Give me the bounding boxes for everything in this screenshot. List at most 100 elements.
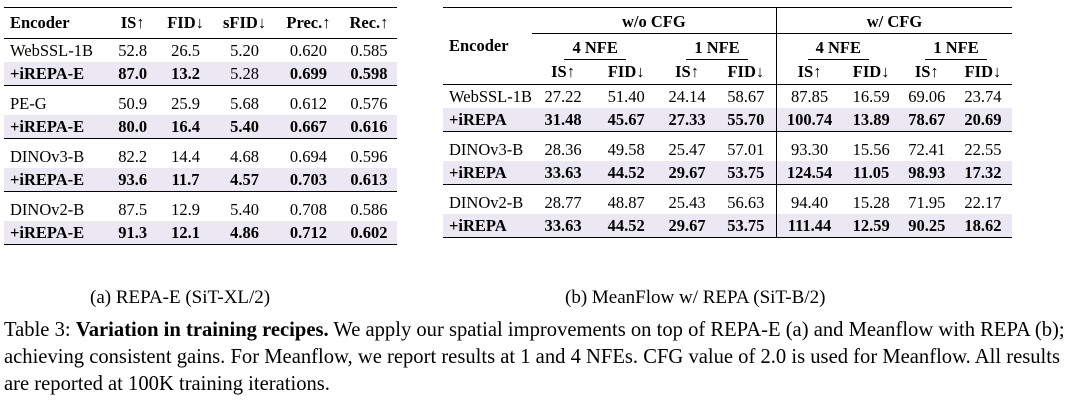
table-caption: Table 3: Variation in training recipes. … bbox=[4, 317, 1076, 398]
encoder-cell: WebSSL-1B bbox=[10, 40, 94, 60]
table-b-nfe-header-row: 4 NFE 1 NFE 4 NFE 1 NFE bbox=[443, 38, 1012, 60]
encoder-cell: +iREPA bbox=[443, 108, 533, 132]
table-repa-e: Encoder IS↑ FID↓ sFID↓ Prec.↑ Rec.↑ WebS… bbox=[4, 7, 397, 245]
value-cell: 100.74 bbox=[775, 108, 843, 132]
value-cell: 22.17 bbox=[953, 184, 1013, 214]
header-with-cfg: w/ CFG bbox=[775, 7, 1013, 38]
fid-cell: 26.5 bbox=[171, 40, 200, 60]
header-metric: IS↑ bbox=[899, 60, 954, 85]
is-cell: 80.0 bbox=[107, 115, 159, 139]
value-cell: 16.59 bbox=[852, 86, 890, 106]
value-cell: 22.55 bbox=[953, 131, 1013, 161]
value-cell: 44.52 bbox=[594, 161, 659, 185]
prec-cell: 0.712 bbox=[276, 221, 341, 245]
value-cell: 90.25 bbox=[899, 214, 954, 238]
sfid-cell: 5.28 bbox=[213, 62, 276, 86]
is-cell: 87.0 bbox=[107, 62, 159, 86]
table-row: DINOv2-B 28.77 48.87 25.43 56.63 94.40 1… bbox=[443, 184, 1013, 214]
caption-label: Table 3: bbox=[4, 319, 71, 341]
prec-cell: 0.620 bbox=[289, 40, 327, 60]
rec-cell: 0.585 bbox=[350, 40, 388, 60]
encoder-cell: WebSSL-1B bbox=[449, 86, 533, 106]
prec-cell: 0.703 bbox=[276, 168, 341, 192]
is-cell: 52.8 bbox=[118, 40, 148, 60]
encoder-cell: +iREPA-E bbox=[4, 221, 108, 245]
sfid-cell: 4.57 bbox=[213, 168, 276, 192]
value-cell: 111.44 bbox=[775, 214, 843, 238]
value-cell: 11.05 bbox=[842, 161, 900, 185]
value-cell: 28.36 bbox=[532, 131, 595, 161]
is-cell: 82.2 bbox=[107, 138, 159, 168]
value-cell: 78.67 bbox=[899, 108, 954, 132]
header-metric: FID↓ bbox=[953, 60, 1013, 85]
fid-cell: 13.2 bbox=[158, 62, 214, 86]
value-cell: 29.67 bbox=[658, 161, 716, 185]
value-cell: 49.58 bbox=[594, 131, 659, 161]
value-cell: 29.67 bbox=[658, 214, 716, 238]
rec-cell: 0.596 bbox=[340, 138, 397, 168]
value-cell: 53.75 bbox=[715, 161, 777, 185]
sfid-cell: 5.40 bbox=[213, 191, 276, 221]
value-cell: 28.77 bbox=[532, 184, 595, 214]
table-a-header-row: Encoder IS↑ FID↓ sFID↓ Prec.↑ Rec.↑ bbox=[4, 7, 397, 39]
value-cell: 31.48 bbox=[532, 108, 595, 132]
encoder-cell: +iREPA-E bbox=[4, 62, 108, 86]
value-cell: 98.93 bbox=[899, 161, 954, 185]
encoder-cell: +iREPA-E bbox=[4, 115, 108, 139]
fid-cell: 11.7 bbox=[158, 168, 214, 192]
header-without-cfg: w/o CFG bbox=[532, 7, 777, 38]
table-row-highlighted: +iREPA 33.63 44.52 29.67 53.75 111.44 12… bbox=[443, 214, 1013, 238]
header-nfe: 1 NFE bbox=[900, 38, 1012, 60]
table-b-metric-header-row: IS↑ FID↓ IS↑ FID↓ IS↑ FID↓ IS↑ FID↓ bbox=[443, 60, 1013, 85]
value-cell: 55.70 bbox=[715, 108, 777, 132]
header-metric: IS↑ bbox=[532, 60, 595, 85]
rec-cell: 0.602 bbox=[340, 221, 397, 245]
value-cell: 58.67 bbox=[727, 86, 765, 106]
table-meanflow-repa: Encoder w/o CFG w/ CFG 4 NFE 1 NFE 4 NFE… bbox=[443, 7, 1013, 238]
encoder-cell: +iREPA bbox=[443, 214, 533, 238]
sfid-cell: 5.20 bbox=[230, 40, 259, 60]
table-a-header-encoder: Encoder bbox=[4, 7, 108, 39]
value-cell: 44.52 bbox=[594, 214, 659, 238]
table-row: DINOv2-B 87.5 12.9 5.40 0.708 0.586 bbox=[4, 191, 397, 221]
value-cell: 27.33 bbox=[658, 108, 716, 132]
header-nfe-label: 4 NFE bbox=[564, 38, 626, 60]
value-cell: 13.89 bbox=[842, 108, 900, 132]
value-cell: 25.43 bbox=[658, 184, 716, 214]
prec-cell: 0.694 bbox=[276, 138, 341, 168]
sfid-cell: 4.68 bbox=[213, 138, 276, 168]
caption-text: We apply our spatial improvements on top… bbox=[4, 319, 1065, 395]
sfid-cell: 5.40 bbox=[213, 115, 276, 139]
header-nfe: 1 NFE bbox=[658, 38, 776, 60]
prec-cell: 0.708 bbox=[276, 191, 341, 221]
table-row-highlighted: +iREPA-E 93.6 11.7 4.57 0.703 0.613 bbox=[4, 168, 397, 192]
table-row: WebSSL-1B 52.8 26.5 5.20 0.620 0.585 bbox=[4, 39, 397, 63]
value-cell: 87.85 bbox=[775, 84, 843, 108]
value-cell: 25.47 bbox=[658, 131, 716, 161]
fid-cell: 25.9 bbox=[158, 85, 214, 115]
table-row: PE-G 50.9 25.9 5.68 0.612 0.576 bbox=[4, 85, 397, 115]
is-cell: 91.3 bbox=[107, 221, 159, 245]
encoder-cell: +iREPA bbox=[443, 161, 533, 185]
header-metric: IS↑ bbox=[775, 60, 843, 85]
header-nfe: 4 NFE bbox=[775, 38, 900, 60]
rec-cell: 0.613 bbox=[340, 168, 397, 192]
value-cell: 23.74 bbox=[964, 86, 1002, 106]
value-cell: 15.28 bbox=[842, 184, 900, 214]
value-cell: 24.14 bbox=[668, 86, 706, 106]
table-a-header-fid: FID↓ bbox=[158, 7, 214, 39]
table-a-header-is: IS↑ bbox=[107, 7, 159, 39]
table-a-header-sfid: sFID↓ bbox=[213, 7, 276, 39]
fid-cell: 12.1 bbox=[158, 221, 214, 245]
encoder-cell: PE-G bbox=[4, 85, 108, 115]
value-cell: 69.06 bbox=[908, 86, 946, 106]
rec-cell: 0.616 bbox=[340, 115, 397, 139]
value-cell: 12.59 bbox=[842, 214, 900, 238]
value-cell: 124.54 bbox=[775, 161, 843, 185]
header-with-cfg-label: w/ CFG bbox=[776, 12, 1013, 34]
sfid-cell: 4.86 bbox=[213, 221, 276, 245]
table-row: DINOv3-B 82.2 14.4 4.68 0.694 0.596 bbox=[4, 138, 397, 168]
value-cell: 33.63 bbox=[532, 214, 595, 238]
prec-cell: 0.612 bbox=[276, 85, 341, 115]
table-row-highlighted: +iREPA-E 80.0 16.4 5.40 0.667 0.616 bbox=[4, 115, 397, 139]
